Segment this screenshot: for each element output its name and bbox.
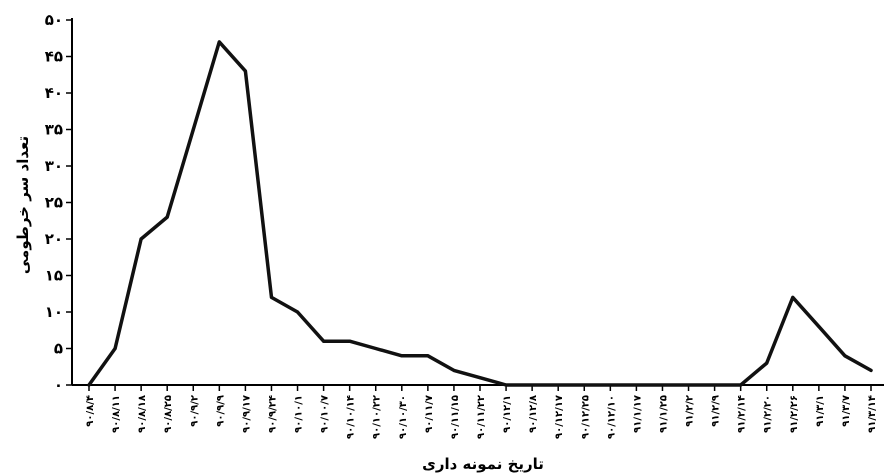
x-tick-label: ۹۱/۲/۹: [711, 395, 722, 427]
x-tick-label: ۹۰/۱۲/۸: [528, 395, 539, 433]
x-tick-label: ۹۰/۱۱/۷: [424, 395, 435, 433]
y-tick-label: ۲۰: [45, 230, 63, 248]
data-point: [478, 376, 482, 380]
y-tick-label: ۱۰: [45, 303, 63, 321]
x-tick-label: ۹۰/۱۰/۷: [320, 395, 331, 433]
x-tick-label: ۹۱/۳/۱: [815, 395, 826, 427]
data-point: [608, 383, 612, 387]
x-tick-label: ۹۱/۱/۱۷: [632, 395, 643, 433]
data-point: [556, 383, 560, 387]
y-tick-label: ۰: [54, 376, 63, 394]
x-tick-label: ۹۰/۱۲/۱۷: [554, 395, 565, 439]
data-point: [843, 354, 847, 358]
x-tick-label: ۹۰/۹/۲۴: [267, 395, 278, 433]
x-tick-label: ۹۰/۱۲/۲۵: [580, 395, 591, 439]
y-tick-label: ۱۵: [45, 267, 63, 285]
data-point: [791, 295, 795, 299]
data-point: [139, 237, 143, 241]
y-tick-label: ۵: [54, 340, 63, 358]
data-point: [739, 383, 743, 387]
y-tick-label: ۳۰: [45, 157, 63, 175]
x-tick-label: ۹۱/۳/۱۴: [867, 395, 878, 433]
y-tick-label: ۴۵: [45, 48, 63, 66]
x-axis-title: تاریخ نمونه داری: [422, 455, 544, 473]
x-tick-label: ۹۰/۸/۱۸: [137, 395, 148, 433]
data-point: [504, 383, 508, 387]
data-point: [243, 69, 247, 73]
data-point: [322, 339, 326, 343]
data-point: [113, 347, 117, 350]
x-tick-label: ۹۰/۹/۱۷: [241, 395, 252, 433]
data-point: [660, 383, 664, 387]
series-line-1: [87, 40, 873, 387]
data-point: [269, 295, 273, 299]
data-point: [87, 383, 91, 387]
x-tick-label: ۹۱/۲/۲۰: [763, 395, 774, 433]
data-point: [530, 383, 534, 387]
x-tick-label: ۹۰/۱۲/۱۰: [606, 395, 617, 439]
y-tick-label: ۴۰: [45, 84, 63, 102]
series-layer: [87, 40, 873, 387]
data-point: [713, 383, 717, 387]
x-tick-label: ۹۰/۱۲/۱: [502, 395, 513, 433]
x-tick-label: ۹۱/۱/۲۵: [658, 395, 669, 433]
x-tick-label: ۹۰/۹/۹: [215, 395, 226, 427]
x-axis-ticks: ۹۰/۸/۴ ۹۰/۸/۱۱ ۹۰/۸/۱۸ ۹۰/۸/۲۵ ۹۰/۹/۲ ۹۰/۹/۹ ۹…: [85, 385, 878, 439]
x-tick-label: ۹۱/۲/۲: [685, 395, 696, 427]
y-tick-label: ۳۵: [45, 121, 63, 139]
x-tick-label: ۹۰/۸/۴: [85, 395, 96, 427]
data-point: [217, 40, 221, 44]
data-point: [687, 383, 691, 387]
data-point: [400, 354, 404, 358]
data-point: [765, 361, 769, 365]
y-axis-ticks: ۰ ۵ ۱۰ ۱۵ ۲۰ ۲۵ ۳۰ ۳۵ ۴۰ ۴۵ ۵۰: [45, 11, 72, 394]
data-point: [582, 383, 586, 387]
x-tick-label: ۹۰/۱۱/۱۵: [450, 395, 461, 439]
x-tick-label: ۹۱/۲/۲۶: [789, 395, 800, 433]
x-tick-label: ۹۱/۲/۱۴: [737, 395, 748, 433]
y-axis-title: تعداد سر خرطومی: [14, 136, 32, 274]
x-tick-label: ۹۰/۱۰/۲۲: [372, 395, 383, 439]
x-tick-label: ۹۰/۹/۲: [189, 395, 200, 427]
x-tick-label: ۹۰/۱۰/۱۴: [346, 395, 357, 439]
data-point: [452, 368, 456, 372]
y-tick-label: ۵۰: [45, 11, 63, 29]
x-tick-label: ۹۰/۱۰/۱: [294, 395, 305, 433]
data-point: [869, 368, 873, 372]
data-point: [348, 339, 352, 343]
data-point: [165, 215, 169, 219]
x-tick-label: ۹۰/۱۰/۳۰: [398, 395, 409, 439]
x-tick-label: ۹۰/۱۱/۲۲: [476, 395, 487, 439]
data-point: [634, 383, 638, 387]
data-point: [374, 347, 378, 350]
x-tick-label: ۹۰/۸/۱۱: [111, 395, 122, 433]
x-tick-label: ۹۱/۳/۷: [841, 395, 852, 427]
x-tick-label: ۹۰/۸/۲۵: [163, 395, 174, 433]
axes: [71, 18, 884, 386]
y-tick-label: ۲۵: [45, 194, 63, 212]
data-point: [191, 128, 195, 131]
data-point: [817, 325, 821, 329]
data-point: [426, 354, 430, 358]
data-point: [296, 310, 300, 314]
